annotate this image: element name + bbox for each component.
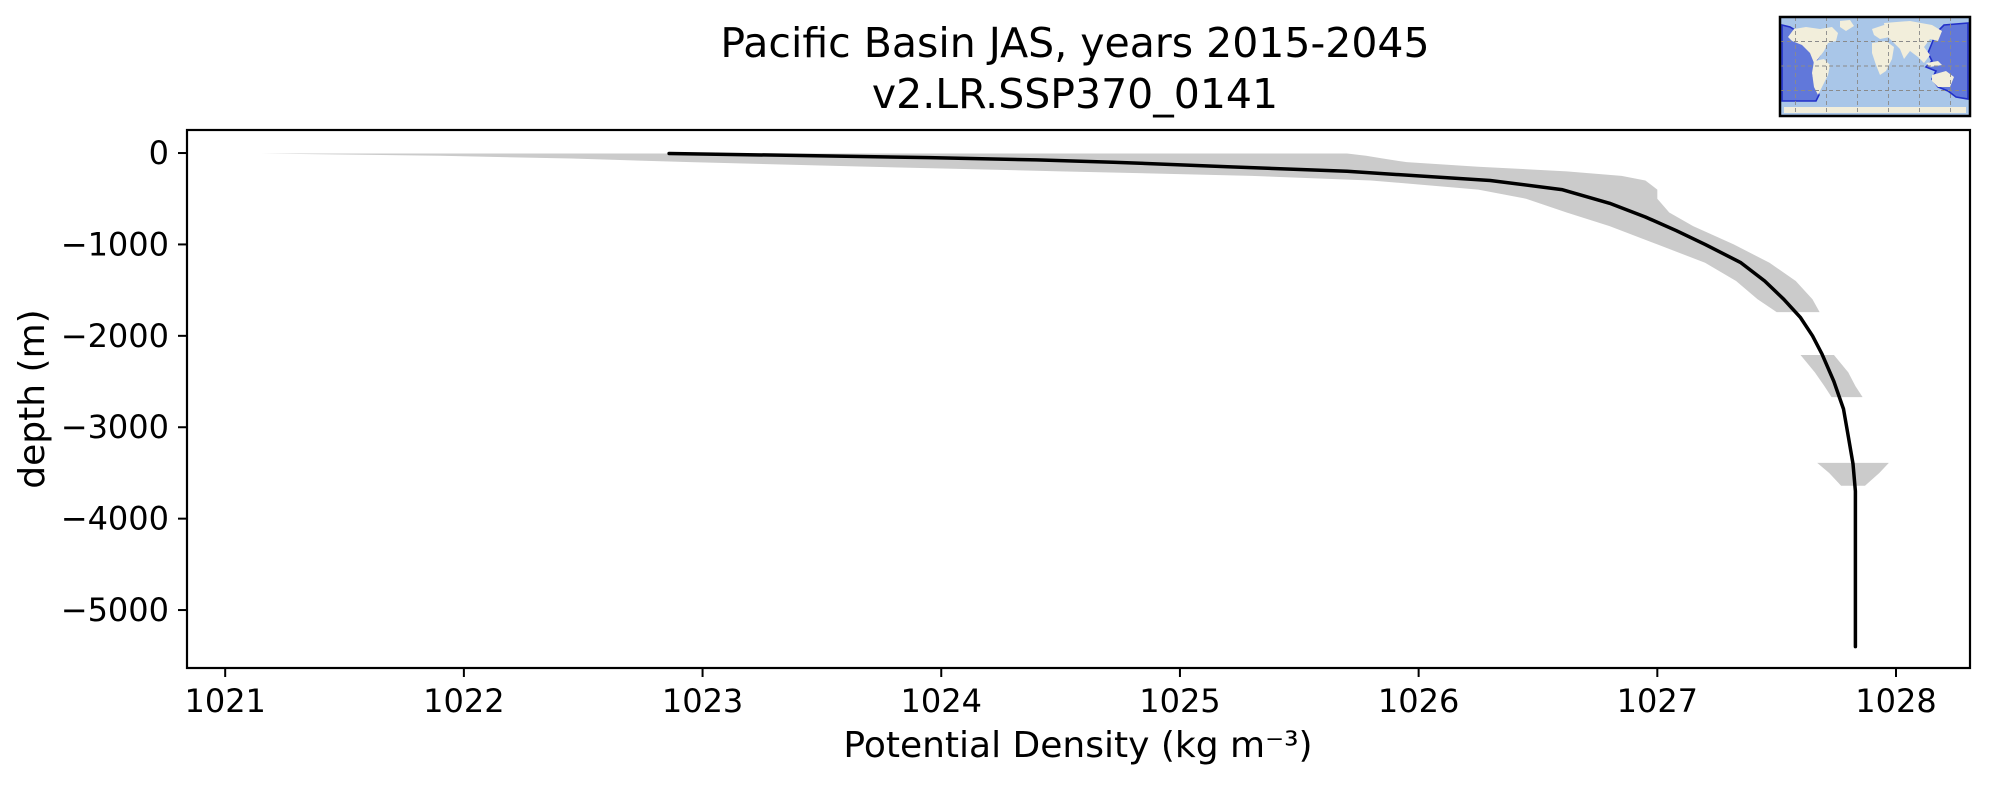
map-border	[1778, 15, 1972, 118]
x-tick-label: 1024	[901, 682, 982, 720]
x-axis-label: Potential Density (kg m⁻³)	[843, 725, 1312, 766]
y-tick-label: −3000	[61, 408, 169, 446]
map-land-indonesia	[1926, 61, 1942, 67]
plot-area: 1021 1022 1023 1024 1025 1026 1027 1028 0 −1000 −2…	[61, 134, 1937, 720]
world-map-inset	[1778, 15, 1972, 118]
x-tick-label: 1026	[1378, 682, 1459, 720]
y-tick-label: 0	[149, 134, 169, 172]
y-tick-label: −2000	[61, 317, 169, 355]
x-tick-label: 1023	[662, 682, 743, 720]
x-tick-label: 1027	[1617, 682, 1698, 720]
map-land-south-america	[1812, 59, 1830, 95]
x-tick-label: 1025	[1139, 682, 1220, 720]
map-land-north-america	[1788, 27, 1838, 63]
y-tick-label: −5000	[61, 591, 169, 629]
map-land	[1784, 20, 1966, 113]
map-land-africa	[1872, 41, 1894, 75]
y-tick-label: −4000	[61, 500, 169, 538]
x-tick-label: 1021	[184, 682, 265, 720]
map-land-antarctica	[1784, 107, 1966, 113]
chart-subtitle: v2.LR.SSP370_0141	[872, 70, 1278, 118]
x-tick-label: 1028	[1855, 682, 1936, 720]
y-tick-label: −1000	[61, 225, 169, 263]
envelope-band	[260, 153, 1820, 313]
axes-spines	[185, 128, 1972, 670]
y-axis-label: depth (m)	[12, 309, 53, 488]
map-gridlines	[1780, 17, 1970, 116]
mean-profile-line	[667, 151, 1858, 649]
x-tick-label: 1022	[423, 682, 504, 720]
chart-title: Pacific Basin JAS, years 2015-2045	[720, 19, 1429, 67]
map-land-greenland	[1840, 20, 1854, 31]
map-land-asia	[1884, 21, 1942, 63]
map-land-australia	[1932, 71, 1954, 87]
